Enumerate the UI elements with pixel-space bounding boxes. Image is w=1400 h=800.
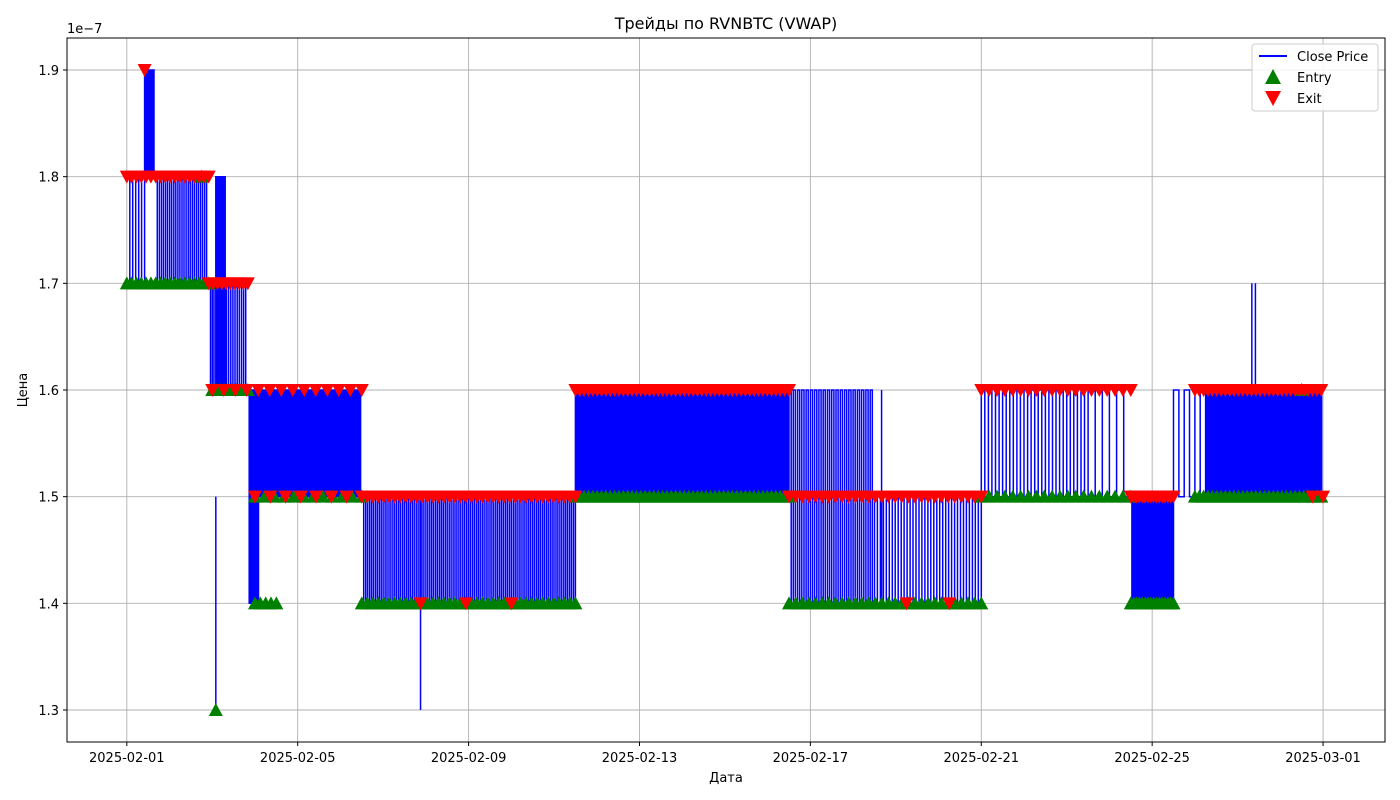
data-layer bbox=[119, 64, 1331, 716]
exit-marker bbox=[251, 384, 266, 397]
exit-marker bbox=[240, 277, 255, 291]
x-tick-label: 2025-02-17 bbox=[773, 751, 849, 766]
legend: Close Price Entry Exit bbox=[1251, 43, 1379, 112]
exit-marker bbox=[278, 490, 293, 504]
exit-marker bbox=[458, 597, 473, 611]
exit-marker bbox=[1305, 490, 1320, 504]
legend-close-price-label: Close Price bbox=[1297, 50, 1368, 65]
x-tick-label: 2025-02-05 bbox=[260, 751, 336, 766]
exit-marker bbox=[239, 384, 254, 397]
legend-exit-swatch bbox=[1265, 91, 1281, 106]
exit-marker bbox=[320, 384, 335, 397]
y-tick-label: 1.8 bbox=[38, 171, 59, 186]
y-tick-label: 1.9 bbox=[38, 64, 59, 79]
x-tick-label: 2025-02-13 bbox=[602, 751, 678, 766]
entry-marker bbox=[286, 489, 301, 503]
exit-marker bbox=[285, 384, 300, 397]
exit-marker bbox=[782, 384, 797, 397]
exit-marker bbox=[228, 384, 243, 397]
exit-marker bbox=[1123, 384, 1138, 397]
exit-marker bbox=[339, 490, 354, 504]
exit-marker bbox=[137, 64, 152, 77]
exit-marker bbox=[343, 384, 358, 397]
x-tick-label: 2025-03-01 bbox=[1285, 751, 1361, 766]
exit-marker bbox=[201, 170, 216, 184]
y-tick-label: 1.7 bbox=[38, 277, 59, 292]
exit-marker bbox=[274, 384, 289, 397]
exit-marker bbox=[247, 490, 262, 504]
x-axis-title: Дата bbox=[709, 771, 743, 786]
exit-marker bbox=[324, 490, 339, 504]
entry-marker bbox=[315, 489, 330, 503]
exit-marker bbox=[504, 597, 519, 611]
y-tick-label: 1.3 bbox=[38, 704, 59, 719]
entry-marker bbox=[269, 596, 284, 610]
entry-marker bbox=[974, 596, 989, 610]
exit-marker bbox=[205, 384, 220, 397]
exit-marker bbox=[1166, 490, 1181, 504]
legend-entry-swatch bbox=[1265, 69, 1281, 84]
y-axis-title: Цена bbox=[16, 373, 31, 408]
exit-marker bbox=[262, 384, 277, 397]
exit-marker bbox=[331, 384, 346, 397]
exit-marker bbox=[263, 490, 278, 504]
entry-marker bbox=[208, 703, 223, 716]
exit-marker bbox=[293, 490, 308, 504]
exit-marker bbox=[899, 597, 914, 611]
chart-title: Трейды по RVNBTC (VWAP) bbox=[614, 14, 837, 33]
exit-marker bbox=[413, 597, 428, 611]
exit-marker bbox=[308, 384, 323, 397]
x-tick-label: 2025-02-25 bbox=[1114, 751, 1190, 766]
legend-entry-label: Entry bbox=[1297, 71, 1332, 86]
exit-marker bbox=[309, 490, 324, 504]
exit-marker bbox=[1316, 490, 1331, 504]
exit-marker bbox=[216, 384, 231, 397]
exit-marker bbox=[568, 490, 583, 504]
exit-marker bbox=[297, 384, 312, 397]
legend-exit-label: Exit bbox=[1297, 92, 1322, 107]
x-tick-label: 2025-02-21 bbox=[943, 751, 1019, 766]
x-tick-label: 2025-02-01 bbox=[89, 751, 165, 766]
entry-marker bbox=[1166, 596, 1181, 610]
tick-layer: 2025-02-01 2025-02-05 2025-02-09 2025-02-13… bbox=[38, 64, 1361, 766]
x-tick-label: 2025-02-09 bbox=[431, 751, 507, 766]
exit-marker bbox=[1314, 384, 1329, 397]
exit-marker bbox=[974, 490, 989, 504]
exit-marker bbox=[942, 597, 957, 611]
y-offset-label: 1e−7 bbox=[67, 22, 102, 37]
y-tick-label: 1.4 bbox=[38, 597, 59, 612]
legend-box bbox=[1251, 43, 1379, 112]
entry-marker bbox=[568, 596, 583, 610]
exit-marker bbox=[354, 384, 369, 397]
y-tick-label: 1.5 bbox=[38, 491, 59, 506]
y-tick-label: 1.6 bbox=[38, 384, 59, 399]
